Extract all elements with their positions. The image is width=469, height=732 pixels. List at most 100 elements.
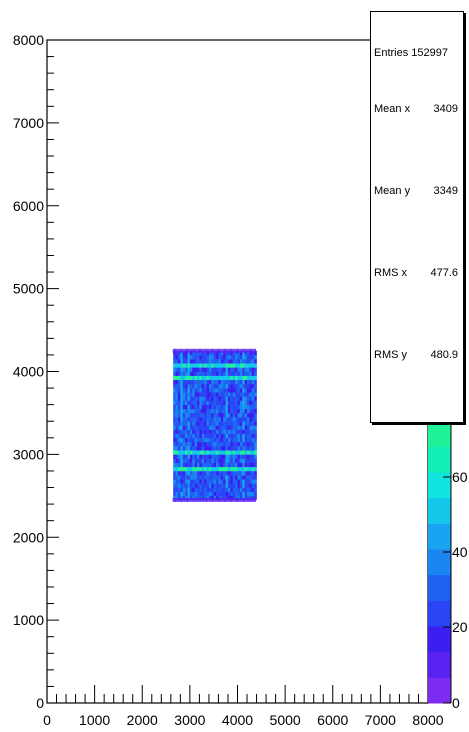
heatmap-cell [232,379,236,385]
heatmap-cell [187,425,191,430]
heatmap-cell [220,458,224,463]
heatmap-cell [175,375,179,381]
heatmap-cell [220,441,224,447]
heatmap-cell [254,359,257,364]
heatmap-cell [187,429,191,434]
heatmap-cell [194,375,198,381]
heatmap-cell [211,421,214,426]
x-tick-label: 4000 [222,712,253,728]
heatmap-cell [175,388,179,393]
heatmap-cell [254,450,257,455]
heatmap-cell [192,470,195,476]
heatmap-cell [175,446,179,451]
heatmap-cell [211,354,214,360]
heatmap-cell [175,392,179,397]
heatmap-cell [187,383,191,389]
heatmap-cell [235,417,238,422]
heatmap-cell [213,371,217,376]
heatmap-cell [175,454,179,459]
heatmap-cell [251,350,255,356]
y-tick-label: 6000 [13,198,44,214]
heatmap-cell [201,359,205,364]
heatmap-cell [220,383,224,389]
heatmap-cell [192,441,195,447]
heatmap-cell [173,388,176,393]
heatmap-cell [216,429,219,434]
heatmap-cell [204,379,207,385]
heatmap-cell [208,350,212,356]
heatmap-cell [218,483,222,488]
heatmap-cell [197,404,200,410]
heatmap-cell [235,425,238,430]
heatmap-cell [227,367,231,372]
heatmap-cell [175,421,179,426]
heatmap-cell [251,417,255,422]
heatmap-cell [204,408,207,414]
heatmap-cell [182,354,186,360]
heatmap-cell [213,475,217,480]
heatmap-cell [230,375,234,381]
heatmap-cell [177,367,181,372]
heatmap-cell [249,359,253,364]
heatmap-cell [216,350,219,356]
heatmap-cell [208,475,212,480]
heatmap-cell [204,375,207,381]
heatmap-cell [180,466,184,472]
heatmap-cell [199,437,203,443]
heatmap-cell [223,421,226,426]
heatmap-cell [218,437,222,443]
heatmap-cell [213,354,217,360]
heatmap-cell [249,446,253,451]
heatmap-cell [220,371,224,376]
heatmap-cell [249,350,253,356]
heatmap-cell [218,487,222,492]
heatmap-cell [239,437,243,443]
heatmap-cell [237,429,241,434]
heatmap-cell [239,446,243,451]
heatmap-cell [247,417,250,422]
heatmap-cell [192,458,195,463]
heatmap-cell [180,363,184,368]
heatmap-cell [225,379,229,385]
heatmap-cell [216,400,219,405]
heatmap-cell [223,450,226,455]
heatmap-cell [213,404,217,410]
heatmap-cell [208,417,212,422]
heatmap-cell [208,470,212,476]
heatmap-cell [235,450,238,455]
heatmap-cell [201,470,205,476]
heatmap-cell [189,400,193,405]
heatmap-cell [230,359,234,364]
heatmap-cell [227,363,231,368]
heatmap-cell [213,462,217,468]
heatmap-cell [232,429,236,434]
heatmap-cell [230,421,234,426]
heatmap-cell [201,421,205,426]
heatmap-cell [211,408,214,414]
heatmap-cell [206,487,210,492]
heatmap-cell [185,429,188,434]
heatmap-cell [244,396,248,401]
heatmap-cell [177,408,181,414]
heatmap-cell [237,491,241,497]
heatmap-cell [220,388,224,393]
heatmap-cell [173,429,176,434]
heatmap-cell [199,491,203,497]
heatmap-cell [211,470,214,476]
heatmap-cell [177,470,181,476]
heatmap-cell [220,466,224,472]
heatmap-cell [213,446,217,451]
heatmap-cell [220,446,224,451]
heatmap-cell [189,354,193,360]
heatmap-cell [177,446,181,451]
heatmap-cell [185,421,188,426]
heatmap-cell [213,466,217,472]
heatmap-cell [199,371,203,376]
heatmap-cell [204,454,207,459]
heatmap-cell [218,441,222,447]
heatmap-cell [199,454,203,459]
heatmap-cell [182,379,186,385]
heatmap-cell [199,350,203,356]
heatmap-cell [223,367,226,372]
heatmap-cell [208,400,212,405]
